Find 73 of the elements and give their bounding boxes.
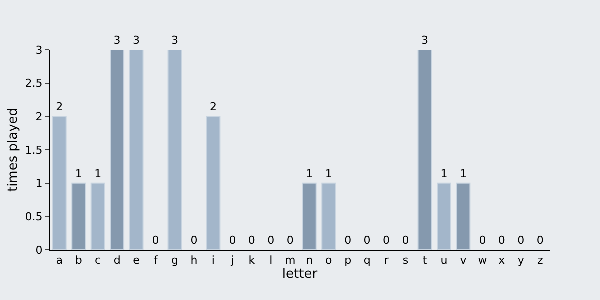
bar [110,50,125,250]
x-tick-label: c [95,254,102,268]
data-label: 3 [172,34,178,47]
data-label: 1 [440,167,448,180]
bar [206,116,221,250]
data-label: 1 [325,167,332,180]
x-tick-label: h [190,254,198,268]
x-tick-label: q [364,254,371,268]
x-tick-label: k [248,254,256,268]
data-label: 0 [248,234,256,247]
x-tick-label: o [325,254,332,268]
data-label: 0 [536,234,544,247]
y-tick-label: 2.5 [25,77,43,90]
data-label: 0 [190,234,198,247]
data-label: 2 [210,100,217,114]
data-label: 0 [498,234,506,247]
y-tick-label: 0 [36,244,43,257]
data-label: 0 [364,234,371,247]
data-label: 0 [518,234,525,247]
x-tick-label: v [460,254,468,268]
x-tick-label: s [402,254,409,268]
data-label: 1 [460,167,467,180]
y-axis-title: times played [6,108,22,192]
x-tick-label: d [114,254,121,268]
data-label: 0 [286,234,294,247]
x-tick-label: e [133,254,140,268]
bar [168,50,182,250]
data-label: 0 [402,234,410,247]
data-label: 0 [479,234,486,247]
x-tick-label: u [440,254,448,268]
data-label: 3 [114,34,121,47]
data-label: 0 [344,234,352,247]
data-label: 0 [268,234,275,247]
x-tick-label: j [230,254,234,268]
data-label: 1 [94,167,102,180]
data-label: 3 [133,34,140,47]
bar [52,116,67,250]
x-tick-label: z [537,254,544,268]
x-tick-label: b [75,254,82,268]
data-label: 0 [152,234,160,247]
bar [322,182,336,250]
data-label: 0 [383,234,390,247]
bar [437,182,452,250]
bar [456,182,471,250]
bar [418,50,432,250]
data-label: 3 [422,34,428,47]
x-tick-label: l [270,254,273,268]
x-tick-label: g [172,254,178,268]
bar [129,50,144,250]
data-label: 0 [229,234,236,247]
x-tick-label: r [384,254,390,268]
data-label: 2 [56,100,64,114]
x-tick-label: t [422,254,428,268]
x-tick-label: w [478,254,488,268]
x-axis-title: letter [282,267,318,282]
x-tick-label: i [212,254,215,268]
y-tick-label: 1 [36,177,43,190]
x-tick-label: p [344,254,352,268]
bar [72,182,86,250]
x-tick-label: x [498,254,506,268]
x-tick-label: n [306,254,314,268]
x-tick-label: m [285,254,296,268]
bar [90,182,106,250]
bar [302,182,317,250]
y-tick-label: 1.5 [25,144,43,157]
data-label: 1 [75,167,82,180]
y-tick-label: 3 [36,44,43,57]
data-label: 1 [306,167,314,180]
y-tick-label: 0.5 [25,210,43,224]
x-tick-label: y [518,254,525,268]
x-tick-label: a [56,254,63,268]
x-tick-label: f [154,254,159,268]
y-tick-label: 2 [36,110,43,124]
